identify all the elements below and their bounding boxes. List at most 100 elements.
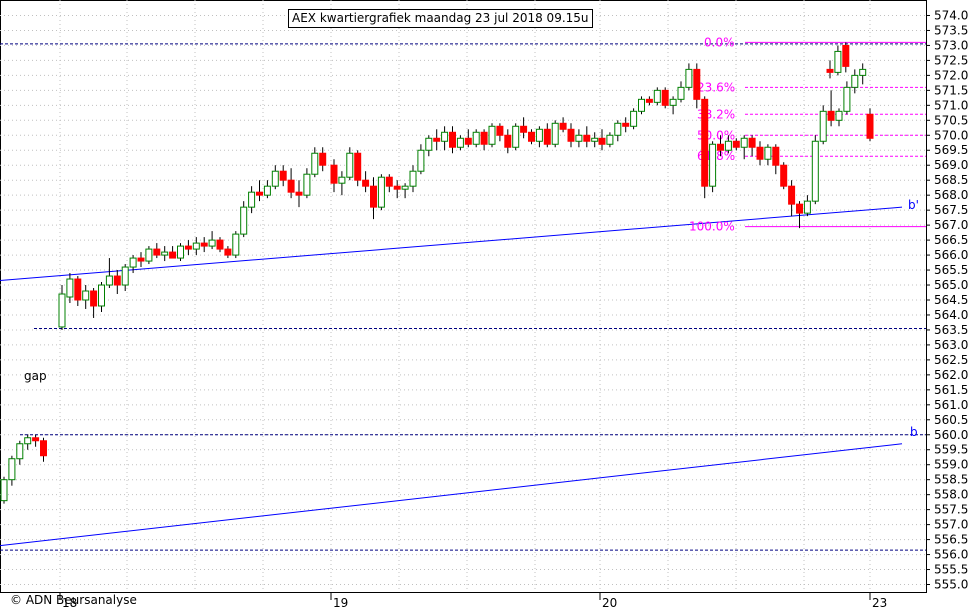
y-tick-label: 561.5 xyxy=(934,383,968,397)
fib-label: 23.6% xyxy=(697,80,735,94)
candle-up xyxy=(311,152,319,175)
y-tick-label: 563.0 xyxy=(934,338,968,352)
candle-up xyxy=(0,479,8,502)
candle-up xyxy=(441,131,449,142)
candle-down xyxy=(32,437,40,442)
candle-up xyxy=(129,257,137,268)
y-tick-label: 555.0 xyxy=(934,578,968,592)
candle-down xyxy=(449,131,456,148)
candle-down xyxy=(370,185,377,208)
annotation-b-prime: b' xyxy=(908,198,919,212)
y-tick-label: 564.0 xyxy=(934,308,968,322)
candle-up xyxy=(58,293,66,328)
candle-down xyxy=(464,137,472,145)
candle-down xyxy=(772,146,780,166)
candle-down xyxy=(717,143,724,151)
trendline-b-prime xyxy=(0,206,903,282)
candle-up xyxy=(551,122,559,145)
candle-down xyxy=(583,134,591,142)
y-tick-label: 557.0 xyxy=(934,518,968,532)
fib-label: 100.0% xyxy=(689,220,735,234)
x-tick-label: 19 xyxy=(333,596,348,610)
y-tick-label: 562.0 xyxy=(934,368,968,382)
candle-down xyxy=(504,134,512,148)
y-tick-label: 560.5 xyxy=(934,413,968,427)
y-tick-label: 570.0 xyxy=(934,128,968,142)
y-tick-label: 574.0 xyxy=(934,8,968,22)
y-tick-label: 567.0 xyxy=(934,218,968,232)
candle-up xyxy=(835,110,843,121)
candle-up xyxy=(192,242,200,250)
candle-down xyxy=(528,131,535,142)
y-tick-label: 567.5 xyxy=(934,203,968,217)
candle-up xyxy=(98,284,105,307)
y-tick-label: 556.5 xyxy=(934,533,968,547)
candle-up xyxy=(488,125,496,145)
candle-up xyxy=(614,122,622,136)
y-tick-label: 568.5 xyxy=(934,173,968,187)
y-tick-label: 556.0 xyxy=(934,548,968,562)
candle-down xyxy=(701,98,709,187)
candle-up xyxy=(685,68,693,88)
candle-down xyxy=(256,191,263,196)
candle-down xyxy=(622,122,630,127)
y-tick-label: 555.5 xyxy=(934,563,968,577)
candle-up xyxy=(803,200,811,214)
y-tick-label: 573.5 xyxy=(934,23,968,37)
x-tick-label: 23 xyxy=(872,596,887,610)
candle-down xyxy=(796,203,803,214)
candle-up xyxy=(24,437,32,445)
candle-up xyxy=(232,233,240,256)
candle-up xyxy=(843,86,851,112)
candle-up xyxy=(677,86,685,100)
candle-up xyxy=(819,110,827,142)
candle-down xyxy=(279,170,287,181)
candle-up xyxy=(606,134,614,145)
candle-down xyxy=(153,248,161,256)
candle-down xyxy=(74,278,82,301)
plot-frame xyxy=(0,0,927,593)
chart-title: AEX kwartiergrafiek maandag 23 jul 2018 … xyxy=(288,9,593,28)
candle-down xyxy=(40,440,47,457)
candle-down xyxy=(748,137,756,148)
y-tick-label: 560.0 xyxy=(934,428,968,442)
candle-up xyxy=(240,206,248,235)
candle-down xyxy=(645,98,653,103)
candle-up xyxy=(575,134,583,142)
candle-down xyxy=(496,125,504,136)
candle-down xyxy=(362,179,370,187)
y-tick-label: 572.0 xyxy=(934,68,968,82)
y-tick-label: 558.0 xyxy=(934,488,968,502)
candle-down xyxy=(559,122,567,130)
candle-down xyxy=(200,242,208,247)
candle-up xyxy=(346,152,354,178)
candle-down xyxy=(661,89,669,106)
candle-down xyxy=(224,248,232,256)
annotation-gap: gap xyxy=(24,369,47,383)
candle-down xyxy=(354,152,362,181)
candle-up xyxy=(638,98,645,112)
candle-up xyxy=(271,170,279,187)
candle-down xyxy=(393,185,401,190)
y-tick-label: 571.0 xyxy=(934,98,968,112)
candle-down xyxy=(826,68,834,73)
candle-up xyxy=(177,245,184,259)
candle-down xyxy=(90,290,98,307)
candle-down xyxy=(842,44,850,67)
y-tick-label: 572.5 xyxy=(934,53,968,67)
candle-down xyxy=(543,128,551,145)
candle-up xyxy=(16,443,24,460)
candle-up xyxy=(472,131,480,145)
candle-up xyxy=(303,173,311,196)
y-tick-label: 565.0 xyxy=(934,278,968,292)
candle-down xyxy=(866,113,874,139)
y-tick-label: 559.0 xyxy=(934,458,968,472)
candle-down xyxy=(756,146,764,160)
y-tick-label: 569.0 xyxy=(934,158,968,172)
candle-down xyxy=(433,137,441,142)
y-tick-label: 557.5 xyxy=(934,503,968,517)
candle-up xyxy=(591,137,599,142)
candle-down xyxy=(780,164,788,187)
candle-down xyxy=(137,257,145,262)
